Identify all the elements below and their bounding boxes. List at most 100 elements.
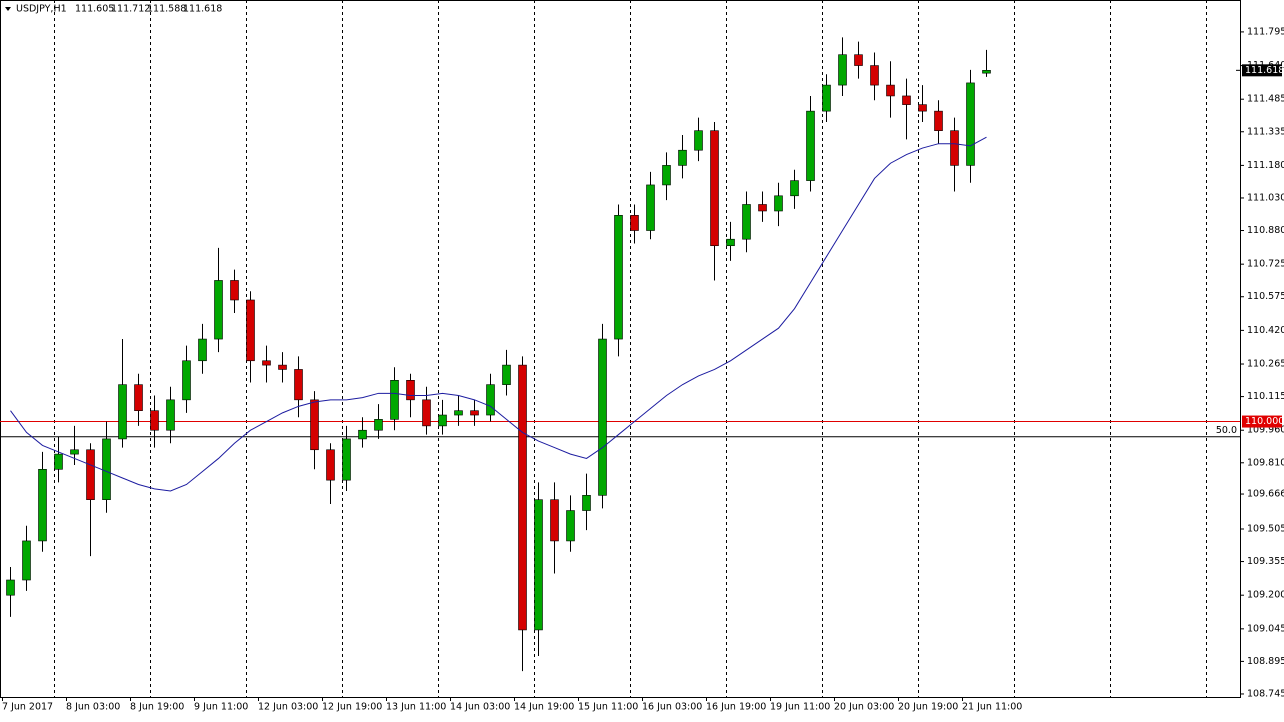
candle-body xyxy=(630,215,639,231)
x-tick-label: 13 Jun 11:00 xyxy=(386,702,446,713)
level-label: 50.0 xyxy=(1216,425,1237,436)
level-label: 110.000 xyxy=(1245,416,1284,427)
candle-body xyxy=(438,414,447,427)
candle-body xyxy=(806,110,815,181)
plot-frame xyxy=(0,0,1241,698)
candle-body xyxy=(262,360,271,366)
candle-body xyxy=(710,130,719,247)
x-tick-label: 9 Jun 11:00 xyxy=(194,702,248,713)
candle-body xyxy=(678,149,687,166)
x-tick-label: 8 Jun 03:00 xyxy=(66,702,120,713)
y-tick-label: 110.880 xyxy=(1247,225,1284,236)
y-tick-label: 109.045 xyxy=(1247,623,1284,634)
candle-body xyxy=(22,540,31,581)
candle-body xyxy=(966,82,975,166)
candle-body xyxy=(294,369,303,401)
y-tick-label: 109.200 xyxy=(1247,590,1284,601)
candle-body xyxy=(374,419,383,431)
x-tick-label: 14 Jun 19:00 xyxy=(514,702,574,713)
y-tick-label: 110.725 xyxy=(1247,259,1284,270)
candle-body xyxy=(582,495,591,511)
y-tick-label: 108.895 xyxy=(1247,656,1284,667)
candle-body xyxy=(598,338,607,496)
candle-body xyxy=(166,399,175,431)
y-tick-label: 110.420 xyxy=(1247,325,1284,336)
y-tick-label: 109.355 xyxy=(1247,556,1284,567)
header-low: 111.588 xyxy=(147,4,186,15)
x-tick-label: 15 Jun 11:00 xyxy=(578,702,638,713)
y-tick-label: 110.575 xyxy=(1247,291,1284,302)
candle-body xyxy=(118,384,127,440)
y-tick-label: 109.960 xyxy=(1247,425,1284,436)
candle-body xyxy=(918,104,927,112)
candle-body xyxy=(614,215,623,340)
candle-body xyxy=(38,468,47,542)
y-tick-label: 110.115 xyxy=(1247,391,1284,402)
candle-body xyxy=(102,438,111,500)
header-close: 111.618 xyxy=(183,4,222,15)
candle-body xyxy=(358,429,367,440)
candle-body xyxy=(422,399,431,427)
candle-body xyxy=(182,360,191,401)
x-tick-label: 12 Jun 19:00 xyxy=(322,702,382,713)
candle-body xyxy=(70,449,79,455)
x-tick-label: 14 Jun 03:00 xyxy=(450,702,510,713)
y-tick-label: 111.795 xyxy=(1247,26,1284,37)
x-tick-label: 7 Jun 2017 xyxy=(2,702,53,713)
moving-average xyxy=(10,136,987,492)
candle-body xyxy=(310,399,319,451)
candle-body xyxy=(518,364,527,631)
x-tick-label: 12 Jun 03:00 xyxy=(258,702,318,713)
candle-body xyxy=(454,410,463,416)
candle-body xyxy=(774,195,783,212)
x-tick-label: 21 Jun 11:00 xyxy=(962,702,1022,713)
candle-body xyxy=(950,130,959,166)
y-tick-label: 111.180 xyxy=(1247,160,1284,171)
y-tick-label: 109.505 xyxy=(1247,523,1284,534)
x-tick-label: 19 Jun 11:00 xyxy=(770,702,830,713)
candle-body xyxy=(278,364,287,370)
level-label-box xyxy=(1242,415,1282,428)
candle-body xyxy=(902,95,911,105)
candle-body xyxy=(406,380,415,401)
candle-body xyxy=(246,299,255,362)
menu-arrow xyxy=(5,7,11,11)
candle-body xyxy=(758,204,767,212)
y-tick-label: 111.030 xyxy=(1247,192,1284,203)
y-tick-label: 111.335 xyxy=(1247,126,1284,137)
candle-body xyxy=(854,54,863,66)
candle-body xyxy=(470,410,479,416)
candle-body xyxy=(886,84,895,97)
y-tick-label: 108.745 xyxy=(1247,688,1284,699)
candle-body xyxy=(502,364,511,385)
y-tick-label: 109.810 xyxy=(1247,457,1284,468)
candle-body xyxy=(534,499,543,631)
candle-body xyxy=(982,70,991,74)
x-tick-label: 16 Jun 19:00 xyxy=(706,702,766,713)
candle-body xyxy=(134,384,143,411)
y-tick-label: 111.485 xyxy=(1247,94,1284,105)
candle-body xyxy=(198,338,207,362)
candle-body xyxy=(54,453,63,470)
candle-body xyxy=(86,449,95,500)
candle-body xyxy=(566,510,575,542)
header-high: 111.712 xyxy=(111,4,150,15)
symbol: USDJPY,H1 xyxy=(16,4,67,15)
price-tag-box xyxy=(1242,64,1282,77)
candle-body xyxy=(390,380,399,420)
y-tick-label: 110.265 xyxy=(1247,359,1284,370)
x-tick-label: 16 Jun 03:00 xyxy=(642,702,702,713)
candle-body xyxy=(934,110,943,131)
x-tick-label: 20 Jun 03:00 xyxy=(834,702,894,713)
candle-body xyxy=(550,499,559,542)
header-open: 111.605 xyxy=(75,4,114,15)
candle-body xyxy=(822,84,831,112)
candle-body xyxy=(742,204,751,240)
candle-body xyxy=(838,54,847,86)
candle-body xyxy=(150,410,159,431)
x-tick-label: 8 Jun 19:00 xyxy=(130,702,184,713)
candle-body xyxy=(326,449,335,481)
candle-body xyxy=(646,184,655,231)
x-tick-label: 20 Jun 19:00 xyxy=(898,702,958,713)
